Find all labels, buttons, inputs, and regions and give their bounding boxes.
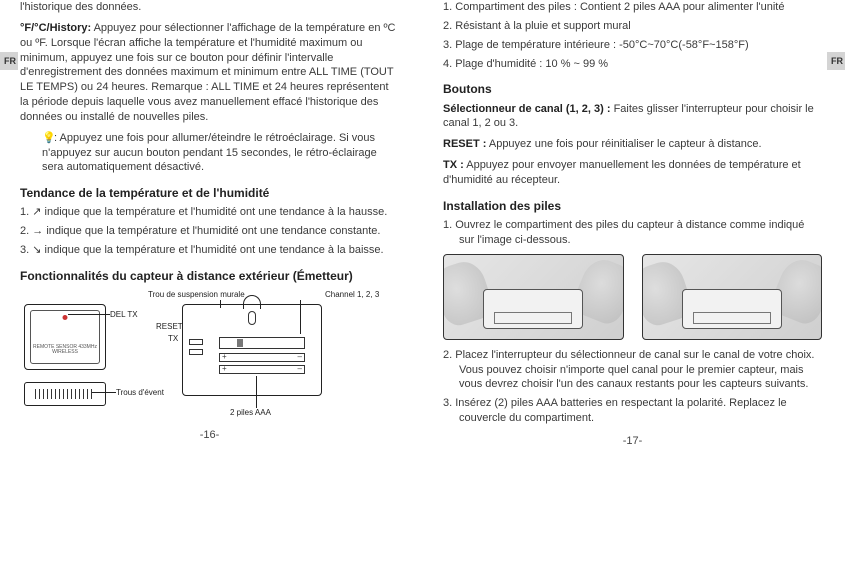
- item-text: indique que la température et l'humidité…: [45, 206, 388, 218]
- install-list-2: 2. Placez l'interrupteur du sélectionneu…: [443, 348, 822, 426]
- item-text: Plage d'humidité : 10 % ~ 99 %: [455, 58, 608, 70]
- leader-line: [256, 376, 257, 408]
- label-reset: RESET: [156, 322, 183, 333]
- item-text: Résistant à la pluie et support mural: [455, 20, 630, 32]
- item-num: 1.: [443, 1, 452, 13]
- battery-slot-icon: [219, 365, 305, 374]
- list-item: 2. Placez l'interrupteur du sélectionneu…: [443, 348, 822, 393]
- sensor-heading: Fonctionnalités du capteur à distance ex…: [20, 268, 399, 284]
- reset-para: RESET : Appuyez une fois pour réinitiali…: [443, 137, 822, 152]
- chan-selector-label: Sélectionneur de canal (1, 2, 3) :: [443, 103, 611, 115]
- item-text: indique que la température et l'humidité…: [45, 244, 384, 256]
- item-text: Plage de température intérieure : -50°C~…: [455, 39, 748, 51]
- sensor-diagram: REMOTE SENSOR 433MHz WIRELESS Trou de su…: [20, 290, 399, 420]
- item-text: Placez l'interrupteur du sélectionneur d…: [455, 349, 814, 391]
- fc-history-text: Appuyez pour sélectionner l'affichage de…: [20, 22, 395, 123]
- item-num: 1.: [443, 219, 452, 231]
- sensor-back-view: [182, 304, 322, 396]
- sensor-bottom-view: [24, 382, 106, 406]
- mount-slot-icon: [248, 311, 256, 325]
- item-num: 2.: [20, 225, 29, 237]
- leader-line: [92, 392, 116, 393]
- page-number: -17-: [443, 434, 822, 449]
- battery-slot-icon: [219, 353, 305, 362]
- trend-heading: Tendance de la température et de l'humid…: [20, 185, 399, 201]
- list-item: 1. ↗ indique que la température et l'hum…: [20, 205, 399, 220]
- side-switches: [189, 339, 209, 359]
- arrow-flat-icon: →: [32, 225, 43, 237]
- reset-label: RESET :: [443, 138, 486, 150]
- tx-switch-icon: [189, 349, 203, 355]
- item-num: 3.: [20, 244, 29, 256]
- page-17: 1. Compartiment des piles : Contient 2 p…: [435, 0, 830, 449]
- bulb-text: : Appuyez une fois pour allumer/éteindre…: [42, 132, 377, 174]
- trend-list: 1. ↗ indique que la température et l'hum…: [20, 205, 399, 258]
- item-num: 1.: [20, 206, 29, 218]
- label-vent: Trous d'évent: [116, 388, 164, 399]
- sensor-front-text: REMOTE SENSOR 433MHz WIRELESS: [25, 345, 105, 355]
- item-num: 2.: [443, 20, 452, 32]
- bulb-icon: 💡: [42, 131, 54, 146]
- leader-line: [68, 314, 110, 315]
- channel-switch-icon: [219, 337, 305, 349]
- item-num: 3.: [443, 397, 452, 409]
- leader-line: [300, 300, 301, 334]
- tx-led-icon: [63, 315, 68, 320]
- top-fragment: l'historique des données.: [20, 0, 399, 15]
- arrow-up-icon: ↗: [32, 206, 41, 218]
- item-text: Insérez (2) piles AAA batteries en respe…: [455, 397, 786, 424]
- item-text: indique que la température et l'humidité…: [46, 225, 380, 237]
- tx-para: TX : Appuyez pour envoyer manuellement l…: [443, 158, 822, 188]
- list-item: 1. Compartiment des piles : Contient 2 p…: [443, 0, 822, 15]
- install-photo-2: [642, 254, 823, 340]
- install-photos: [443, 254, 822, 340]
- label-deltx: DEL TX: [110, 310, 138, 321]
- list-item: 3. Insérez (2) piles AAA batteries en re…: [443, 396, 822, 426]
- label-batteries: 2 piles AAA: [230, 408, 271, 419]
- fc-history-label: °F/°C/History:: [20, 22, 91, 34]
- device-icon: [682, 289, 782, 329]
- tx-text: Appuyez pour envoyer manuellement les do…: [443, 159, 801, 186]
- list-item: 2. Résistant à la pluie et support mural: [443, 19, 822, 34]
- bulb-note: 💡: Appuyez une fois pour allumer/éteindr…: [20, 131, 399, 176]
- list-item: 2. → indique que la température et l'hum…: [20, 224, 399, 239]
- item-num: 4.: [443, 58, 452, 70]
- page-number: -16-: [20, 428, 399, 443]
- item-num: 2.: [443, 349, 452, 361]
- reset-switch-icon: [189, 339, 203, 345]
- label-tx: TX: [168, 334, 178, 345]
- item-text: Ouvrez le compartiment des piles du capt…: [455, 219, 804, 246]
- label-mount: Trou de suspension murale: [148, 290, 245, 301]
- page-16: l'historique des données. °F/°C/History:…: [12, 0, 407, 443]
- arrow-down-icon: ↘: [32, 244, 41, 256]
- install-photo-1: [443, 254, 624, 340]
- reset-text: Appuyez une fois pour réinitialiser le c…: [489, 138, 762, 150]
- install-list-1: 1. Ouvrez le compartiment des piles du c…: [443, 218, 822, 248]
- chan-selector-para: Sélectionneur de canal (1, 2, 3) : Faite…: [443, 102, 822, 132]
- mount-hole-icon: [243, 295, 261, 309]
- install-heading: Installation des piles: [443, 198, 822, 214]
- leader-line: [220, 300, 221, 308]
- label-channel: Channel 1, 2, 3: [325, 290, 379, 301]
- tx-label: TX :: [443, 159, 464, 171]
- list-item: 3. ↘ indique que la température et l'hum…: [20, 243, 399, 258]
- list-item: 1. Ouvrez le compartiment des piles du c…: [443, 218, 822, 248]
- spec-list: 1. Compartiment des piles : Contient 2 p…: [443, 0, 822, 71]
- fc-history-para: °F/°C/History: Appuyez pour sélectionner…: [20, 21, 399, 125]
- list-item: 4. Plage d'humidité : 10 % ~ 99 %: [443, 57, 822, 72]
- item-num: 3.: [443, 39, 452, 51]
- item-text: Compartiment des piles : Contient 2 pile…: [455, 1, 784, 13]
- buttons-heading: Boutons: [443, 81, 822, 97]
- list-item: 3. Plage de température intérieure : -50…: [443, 38, 822, 53]
- device-icon: [483, 289, 583, 329]
